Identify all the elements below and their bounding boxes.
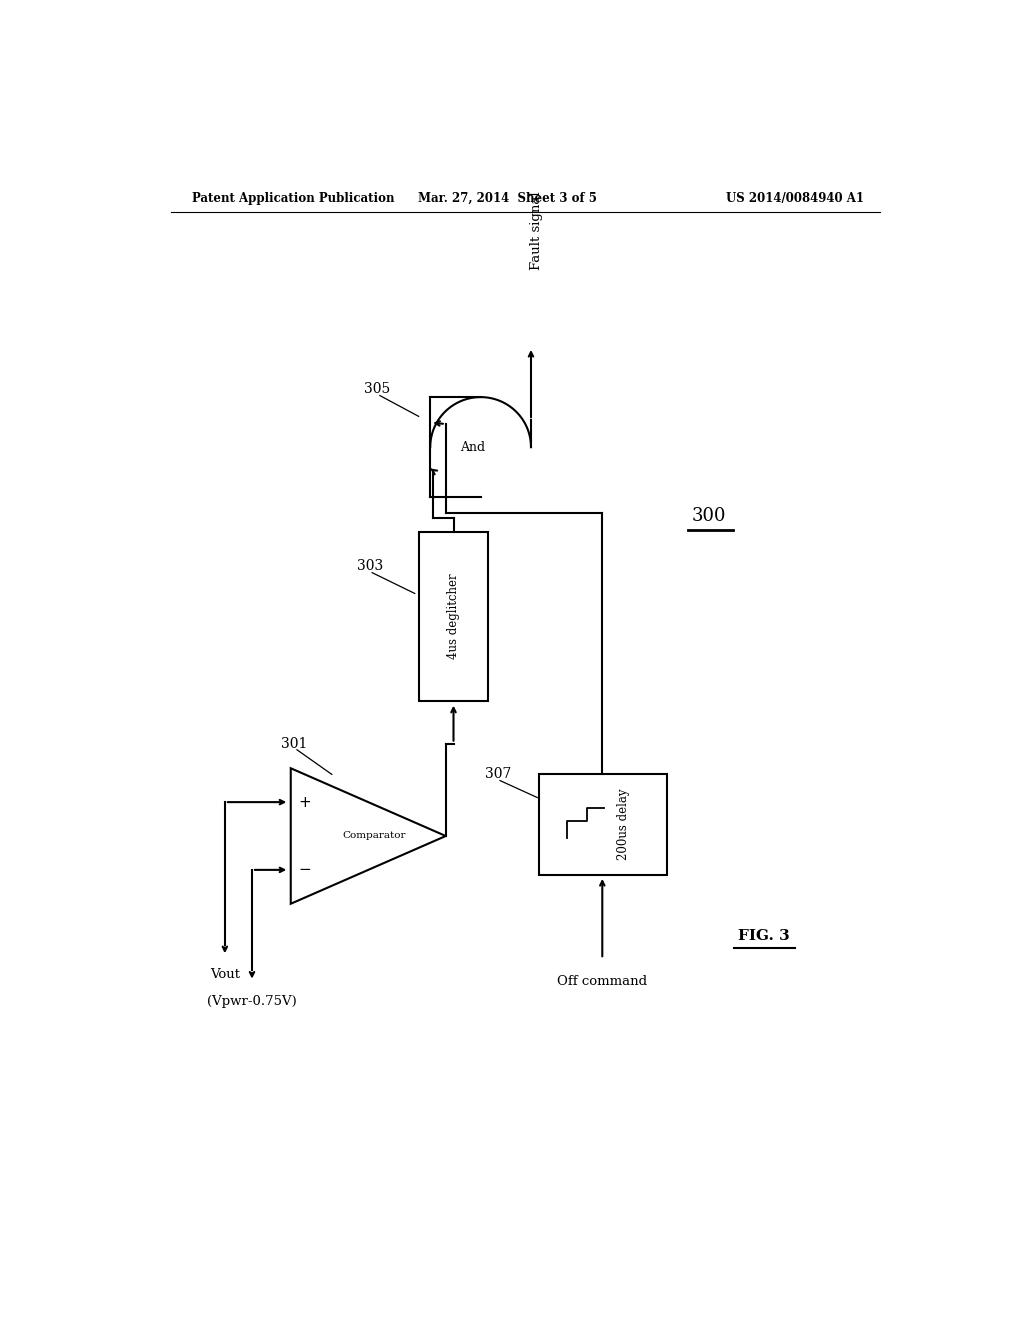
Text: Comparator: Comparator [343,832,407,841]
Text: Off command: Off command [557,974,647,987]
Text: 303: 303 [356,560,383,573]
Text: Fault signal: Fault signal [530,191,543,271]
Text: (Vpwr-0.75V): (Vpwr-0.75V) [207,995,297,1007]
Text: Mar. 27, 2014  Sheet 3 of 5: Mar. 27, 2014 Sheet 3 of 5 [419,191,597,205]
Text: FIG. 3: FIG. 3 [737,929,790,942]
Text: And: And [461,441,485,454]
Text: Vout: Vout [210,968,240,981]
Text: 300: 300 [692,507,726,525]
Text: 301: 301 [282,737,308,751]
Text: 305: 305 [365,383,390,396]
Text: Patent Application Publication: Patent Application Publication [191,191,394,205]
Bar [419,532,488,701]
Text: −: − [298,862,311,878]
Bar [539,775,667,875]
Text: 4us deglitcher: 4us deglitcher [447,574,460,660]
Text: 200us delay: 200us delay [617,789,631,861]
Text: 307: 307 [484,767,511,781]
Text: +: + [298,795,311,809]
Text: US 2014/0084940 A1: US 2014/0084940 A1 [726,191,864,205]
